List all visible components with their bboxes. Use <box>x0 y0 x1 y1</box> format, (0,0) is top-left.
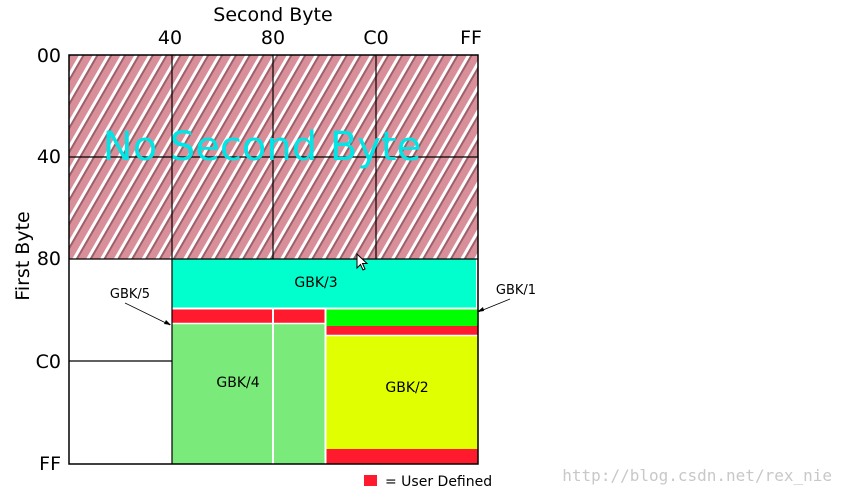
gbk1-arrowhead <box>477 307 484 312</box>
x-tick-c0: C0 <box>363 27 388 49</box>
y-tick-00: 00 <box>37 45 61 67</box>
gbk1-callout-label: GBK/1 <box>496 283 536 298</box>
gbk4-label: GBK/4 <box>216 375 259 391</box>
diagram-frame <box>68 54 479 465</box>
grid <box>69 55 478 464</box>
y-tick-ff: FF <box>39 453 61 475</box>
gbk5-callout-label: GBK/5 <box>110 287 150 302</box>
no-second-byte-label: No Second Byte <box>103 124 421 170</box>
gbk5-callout-arrow <box>124 302 171 326</box>
y-tick-40: 40 <box>37 146 61 168</box>
legend-swatch-user-defined <box>364 475 377 486</box>
gbk5-arrowhead <box>164 320 171 325</box>
gbk3-label: GBK/3 <box>294 275 337 291</box>
legend-label: = User Defined <box>385 474 492 490</box>
x-tick-ff: FF <box>460 27 482 49</box>
y-tick-80: 80 <box>37 248 61 270</box>
mouse-cursor-icon <box>356 252 369 271</box>
y-axis-title: First Byte <box>12 211 34 300</box>
gbk3-region <box>172 259 478 308</box>
x-axis-title: Second Byte <box>213 4 332 26</box>
x-tick-80: 80 <box>261 27 285 49</box>
x-tick-40: 40 <box>158 27 182 49</box>
user-defined-strip-gbk5 <box>172 309 325 323</box>
user-defined-strip-gbk1 <box>326 326 478 335</box>
y-tick-c0: C0 <box>36 351 61 373</box>
watermark: http://blog.csdn.net/rex_nie <box>562 466 832 485</box>
gbk2-label: GBK/2 <box>385 380 428 396</box>
gbk2-region <box>326 336 478 449</box>
user-defined-strip-gbk2 <box>326 449 478 464</box>
gbk4-region <box>172 324 325 464</box>
gbk1-strip <box>326 309 478 326</box>
